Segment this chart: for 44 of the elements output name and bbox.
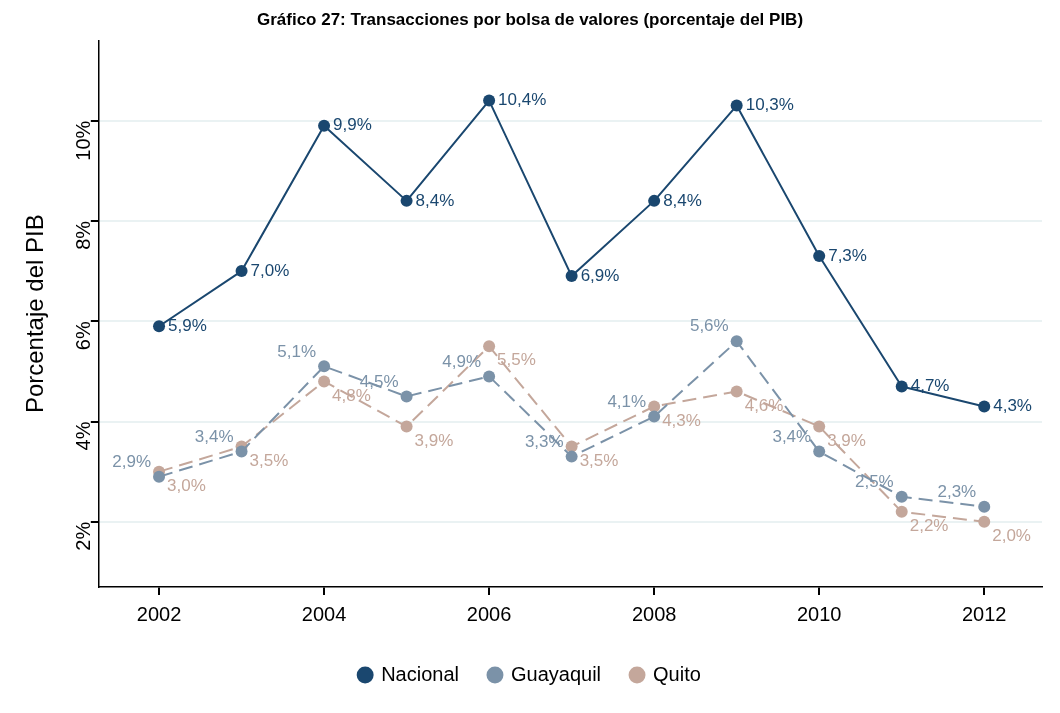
y-tick-label: 6% xyxy=(72,321,95,351)
y-tick-label: 4% xyxy=(72,421,95,451)
y-tick-label: 2% xyxy=(72,521,95,551)
x-tick-label: 2010 xyxy=(796,602,842,625)
chart-title: Gráfico 27: Transacciones por bolsa de valores (porcentaje del PIB) xyxy=(256,9,804,29)
data-label: 8,4% xyxy=(415,190,455,210)
data-label: 9,9% xyxy=(333,115,372,135)
x-tick-label: 2002 xyxy=(136,602,182,625)
legend-label: Nacional xyxy=(381,662,459,685)
data-label: 7,3% xyxy=(828,245,867,265)
data-label: 3,5% xyxy=(249,450,289,470)
data-label: 2,2% xyxy=(909,515,949,535)
data-label: 3,0% xyxy=(167,475,206,495)
data-label: 4,7% xyxy=(910,376,950,396)
y-axis-title: Porcentaje del PIB xyxy=(21,214,49,414)
data-label: 4,9% xyxy=(442,351,482,371)
data-label: 8,4% xyxy=(663,190,702,210)
data-label: 2,3% xyxy=(937,481,977,501)
x-tick-label: 2006 xyxy=(466,602,512,625)
data-label: 5,5% xyxy=(497,350,536,370)
x-tick-label: 2012 xyxy=(961,602,1007,625)
legend-label: Quito xyxy=(653,662,701,685)
data-label: 3,9% xyxy=(827,430,866,450)
data-label: 10,3% xyxy=(745,95,794,115)
data-label: 3,4% xyxy=(194,426,234,446)
data-label: 3,9% xyxy=(414,430,454,450)
data-label: 6,9% xyxy=(580,265,620,285)
x-tick-label: 2008 xyxy=(631,602,677,625)
y-tick-label: 8% xyxy=(72,220,95,250)
data-label: 7,0% xyxy=(250,260,290,280)
data-label: 4,3% xyxy=(662,410,701,430)
data-label: 3,5% xyxy=(579,450,619,470)
legend-label: Guayaquil xyxy=(510,662,602,685)
data-label: 2,0% xyxy=(992,526,1031,545)
x-tick-label: 2004 xyxy=(301,602,347,625)
data-label: 2,9% xyxy=(112,451,152,471)
data-label: 5,1% xyxy=(277,341,317,361)
data-label: 5,9% xyxy=(168,315,207,335)
data-label: 5,6% xyxy=(689,316,729,336)
y-tick-label: 10% xyxy=(72,120,95,161)
data-label: 4,1% xyxy=(607,391,647,411)
data-label: 10,4% xyxy=(498,90,547,110)
data-label: 3,4% xyxy=(772,426,812,446)
data-label: 4,3% xyxy=(993,396,1032,416)
